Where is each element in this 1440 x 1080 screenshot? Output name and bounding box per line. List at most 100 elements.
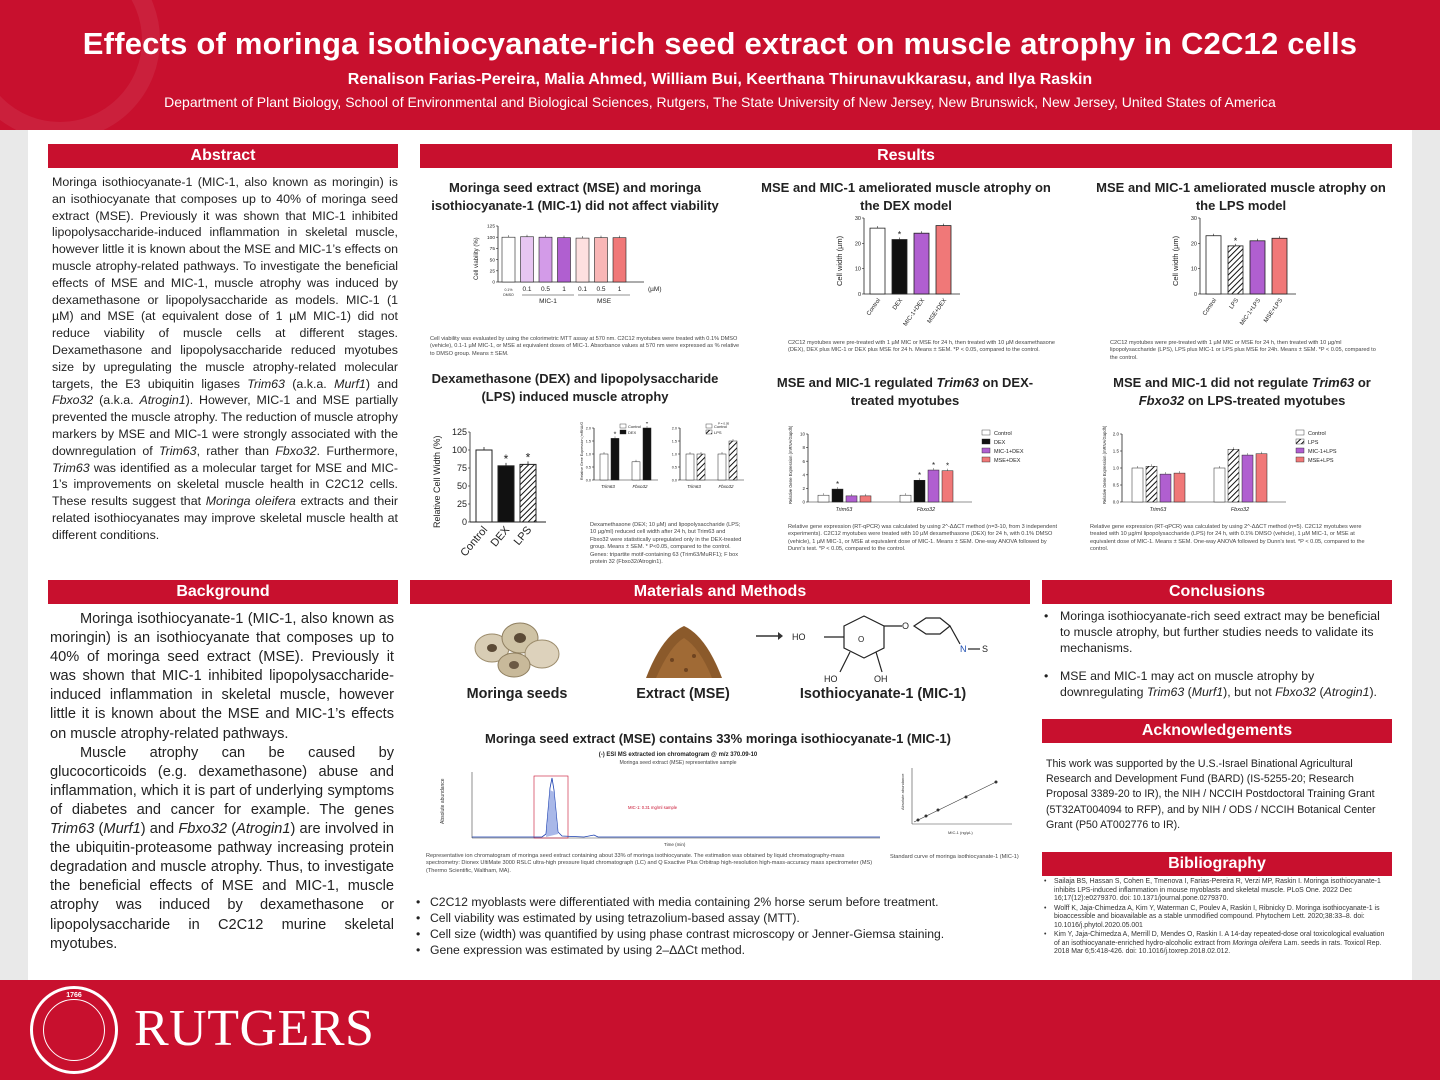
legend-swatch [981, 438, 991, 445]
standard-curve-chart: Absolute abundance MIC-1 (ng/µL) [900, 768, 1012, 835]
dex-mse-genes-chart-plot: 0 2 4 6 8 10 Relative Gene Expression (mRNA/Ga… [788, 426, 1024, 513]
acknowledgements-heading: Acknowledgements [1042, 719, 1392, 743]
panel-dex-width-title: MSE and MIC-1 ameliorated muscle atrophy… [761, 180, 1051, 213]
y-tick-label: 0.5 [1113, 483, 1120, 488]
panel-lps-genes-title: MSE and MIC-1 did not regulate Trim63 or… [1113, 375, 1371, 408]
methods-heading: Materials and Methods [410, 580, 1030, 604]
panel-dex-genes-title: MSE and MIC-1 regulated Trim63 on DEX-tr… [776, 375, 1034, 408]
poster-body: Abstract Moringa isothiocyanate-1 (MIC-1… [28, 130, 1412, 980]
background-heading: Background [48, 580, 398, 604]
significance-mark: * [504, 452, 509, 466]
bar [1241, 454, 1254, 503]
y-tick-label: 0.0 [1113, 500, 1120, 505]
viability-chart-plot: 0 25 50 75 100 125 Cell viability (%) 0.1%DMSO 0… [474, 224, 662, 305]
x-tick-label: 0.1 [578, 286, 587, 293]
chromatogram-subtitle: Moringa seed extract (MSE) representativ… [619, 760, 737, 766]
bar [599, 453, 609, 481]
bar [1205, 235, 1222, 295]
legend-swatch [981, 429, 991, 436]
bibliography-item: Kim Y, Jaja-Chimedza A, Merrill D, Mende… [1042, 931, 1388, 957]
y-tick-label: 1.5 [586, 439, 591, 443]
legend-swatch [981, 447, 991, 454]
bibliography-item: Sailaja BS, Hassan S, Cohen E, Tmenova I… [1042, 878, 1388, 904]
y-tick-label: 30 [855, 216, 861, 222]
y-tick-label: 25 [457, 499, 467, 509]
y-tick-label: 100 [487, 235, 495, 241]
bar [717, 453, 727, 481]
bar [642, 427, 652, 481]
legend-swatch [981, 456, 991, 463]
rutgers-seal-icon: 1766 [30, 986, 118, 1074]
bar [869, 227, 886, 295]
y-tick-label: 4 [802, 472, 805, 477]
bibliography-item: Wolff K, Jaja-Chimedza A, Kim Y, Waterma… [1042, 905, 1388, 931]
bar [1145, 466, 1158, 503]
bar [728, 440, 738, 481]
legend-swatch [1295, 429, 1305, 436]
legend-label: Control [714, 424, 727, 429]
y-tick-label: 2.0 [1113, 432, 1120, 437]
panel-viability-caption: Cell viability was evaluated by using th… [430, 336, 740, 357]
y-tick-label: 2.0 [586, 426, 591, 430]
x-tick-label: MIC-1+DEX [903, 298, 926, 328]
y-tick-label: 0 [492, 280, 495, 286]
x-tick-label: MSE+LPS [1263, 298, 1284, 324]
legend-swatch [705, 429, 713, 435]
panel-dex-genes-caption: Relative gene expression (RT-qPCR) was c… [788, 524, 1058, 553]
x-tick-label: Fbxo32 [632, 484, 648, 489]
seal-year: 1766 [66, 992, 82, 999]
bar [1227, 245, 1244, 295]
significance-mark: * [836, 480, 839, 489]
y-axis-label: Relative Gene Expression (mRNA/Gapdh) [1102, 426, 1107, 504]
lps-mse-genes-chart-plot: 0.0 0.5 1.0 1.5 2.0 Relative Gene Expression … [1102, 426, 1337, 513]
x-tick-label: LPS [512, 524, 535, 548]
arrow-icon [764, 604, 792, 614]
legend-label: LPS [714, 430, 722, 435]
x-tick-label: 0.5 [596, 286, 605, 293]
legend-label: MIC-1+LPS [1308, 449, 1337, 455]
group-label: MIC-1 [539, 298, 557, 305]
background-text: Moringa isothiocyanate-1 (MIC-1, also kn… [50, 610, 394, 954]
moringa-seeds-image [474, 622, 560, 678]
seeds-label: Moringa seeds [466, 686, 568, 702]
y-tick-label: 20 [855, 241, 861, 247]
y-axis-label: Relative Gene Expression (mRNA/Gapdh) [580, 422, 584, 480]
legend-label: Control [628, 424, 641, 429]
results-heading: Results [420, 144, 1392, 168]
panel-lps-width-title: MSE and MIC-1 ameliorated muscle atrophy… [1096, 180, 1386, 213]
y-tick-label: 1.0 [672, 452, 677, 456]
panel-atrophy-title: Dexamethasone (DEX) and lipopolysacchari… [431, 371, 719, 404]
legend-swatch [1295, 447, 1305, 454]
significance-mark: * [918, 471, 921, 480]
y-tick-label: 1.5 [1113, 449, 1120, 454]
header-banner: Effects of moringa isothiocyanate-rich s… [0, 0, 1440, 130]
background-paragraph-2: Muscle atrophy can be caused by glucocor… [50, 744, 394, 952]
x-tick-label: LPS [1229, 298, 1240, 311]
x-tick-label: Fbxo32 [718, 484, 734, 489]
svg-text:MIC-1: 0.31 mg/ml sample: MIC-1: 0.31 mg/ml sample [628, 805, 678, 810]
seal-inner-ring [43, 999, 105, 1061]
y-tick-label: 0.0 [586, 478, 591, 482]
bar [557, 237, 571, 283]
panel-atrophy-caption: Dexamethasone (DEX; 10 µM) and lipopolys… [590, 522, 742, 566]
y-tick-label: 75 [457, 463, 467, 473]
reaction-arrow-icon [756, 632, 783, 640]
y-tick-label: 50 [490, 257, 496, 263]
bar [913, 479, 926, 503]
y-tick-label: 10 [855, 267, 861, 273]
acknowledgements-text: This work was supported by the U.S.-Isra… [1046, 758, 1376, 831]
mic1-label: Isothiocyanate-1 (MIC-1) [799, 686, 967, 702]
extract-label: Extract (MSE) [636, 686, 730, 702]
chromatogram-caption: Representative ion chromatogram of morin… [426, 853, 873, 874]
background-paragraph-1: Moringa isothiocyanate-1 (MIC-1, also kn… [50, 611, 394, 742]
bar [1249, 240, 1266, 295]
legend-swatch [619, 429, 627, 435]
x-tick-label: 1 [562, 286, 566, 293]
x-tick-label: Trim63 [1150, 507, 1168, 513]
methods-bullet: Cell viability was estimated by using te… [414, 910, 1014, 926]
chromatogram-title: (-) ESI MS extracted ion chromatogram @ … [598, 752, 758, 758]
y-tick-label: 1.0 [1113, 466, 1120, 471]
svg-text:MIC-1 (ng/µL): MIC-1 (ng/µL) [948, 830, 973, 835]
